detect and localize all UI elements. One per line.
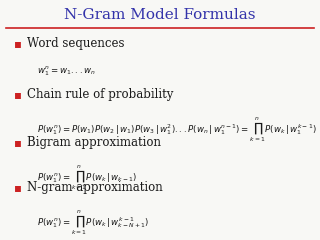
Text: $w_1^n = w_1...w_n$: $w_1^n = w_1...w_n$ [37,65,96,78]
Text: ▪: ▪ [14,37,22,50]
Text: N-gram approximation: N-gram approximation [27,181,163,194]
Text: Bigram approximation: Bigram approximation [27,136,161,149]
Text: $P(w_1^n) = \prod_{k=1}^{n} P(w_k\,|\,w_{k-1})$: $P(w_1^n) = \prod_{k=1}^{n} P(w_k\,|\,w_… [37,163,137,192]
Text: $P(w_1^n) = P(w_1)P(w_2\,|\,w_1)P(w_3\,|\,w_1^2)...P(w_n\,|\,w_1^{n-1}) = \prod_: $P(w_1^n) = P(w_1)P(w_2\,|\,w_1)P(w_3\,|… [37,115,316,144]
Text: Word sequences: Word sequences [27,37,125,50]
Text: Chain rule of probability: Chain rule of probability [27,88,173,101]
Text: $P(w_1^n) = \prod_{k=1}^{n} P(w_k\,|\,w_{k-N+1}^{k-1})$: $P(w_1^n) = \prod_{k=1}^{n} P(w_k\,|\,w_… [37,209,149,237]
Text: ▪: ▪ [14,136,22,149]
Text: ▪: ▪ [14,88,22,101]
Text: ▪: ▪ [14,181,22,194]
Text: N-Gram Model Formulas: N-Gram Model Formulas [64,8,256,22]
